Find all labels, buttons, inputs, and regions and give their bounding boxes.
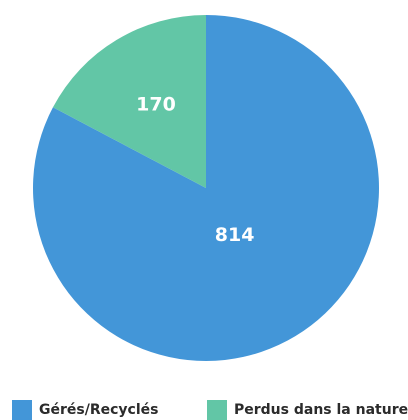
pie-chart-svg: 814 170 <box>33 15 380 362</box>
slice-label-geres-recycles: 814 <box>215 224 255 246</box>
legend-swatch-geres-recycles <box>12 400 32 420</box>
legend: Gérés/Recyclés Perdus dans la nature <box>0 400 408 420</box>
slice-label-perdus-dans-la-nature: 170 <box>136 94 176 116</box>
legend-label-geres-recycles: Gérés/Recyclés <box>39 402 159 418</box>
legend-swatch-perdus-dans-la-nature <box>207 400 227 420</box>
legend-item-perdus-dans-la-nature: Perdus dans la nature <box>207 400 408 420</box>
slice-perdus-dans-la-nature <box>52 15 206 188</box>
legend-item-geres-recycles: Gérés/Recyclés <box>12 400 158 420</box>
slice-geres-recycles <box>33 15 380 362</box>
legend-label-perdus-dans-la-nature: Perdus dans la nature <box>234 402 408 418</box>
